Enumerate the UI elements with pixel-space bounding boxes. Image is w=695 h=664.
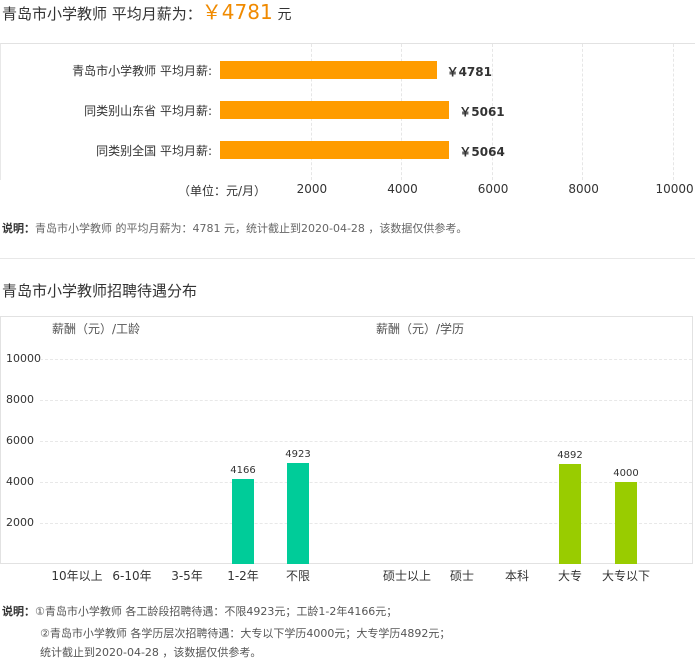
title-prefix: 青岛市小学教师 平均月薪为： (2, 5, 202, 23)
salary-comparison-chart (0, 43, 695, 180)
salary-row-label: 同类别山东省 平均月薪: (84, 104, 212, 118)
y-axis-tick: 6000 (6, 434, 34, 447)
category-label: 硕士以上 (382, 569, 431, 583)
recruitment-bar (559, 463, 581, 564)
currency-unit: 元 (277, 7, 292, 23)
category-label: 不限 (285, 569, 310, 583)
salary-x-tick: 6000 (477, 182, 509, 196)
salary-bar (220, 141, 450, 159)
y-axis-tick: 8000 (6, 393, 34, 406)
salary-x-tick: 2000 (296, 182, 328, 196)
footer-line-1: 说明：①青岛市小学教师 各工龄段招聘待遇：不限4923元；工龄1-2年4166元… (2, 603, 397, 619)
salary-x-tick: 4000 (387, 182, 418, 196)
y-gridline (40, 400, 692, 401)
footer-text-1: ①青岛市小学教师 各工龄段招聘待遇：不限4923元；工龄1-2年4166元； (35, 605, 398, 618)
bar-value-label: 4892 (557, 449, 583, 461)
page-title: 青岛市小学教师 平均月薪为：￥4781 元 (2, 0, 291, 24)
x-gridline (491, 44, 493, 180)
salary-value-label: ￥5064 (459, 145, 505, 159)
y-axis-tick: 10000 (6, 352, 41, 365)
recruitment-chart (0, 316, 693, 564)
salary-x-tick: 8000 (568, 182, 599, 196)
y-gridline (40, 482, 692, 483)
recruitment-bar (232, 478, 254, 564)
recruitment-bar (287, 463, 309, 564)
category-label: 10年以上 (51, 569, 103, 583)
section-title: 青岛市小学教师招聘待遇分布 (2, 282, 198, 300)
section-divider (0, 258, 695, 259)
salary-value-label: ￥4781 (446, 65, 492, 79)
note-1-label: 说明： (2, 222, 35, 235)
category-label: 1-2年 (227, 569, 259, 583)
salary-x-tick: 10000 (655, 182, 694, 196)
recruitment-bar (615, 482, 637, 564)
average-salary-amount: ￥4781 (201, 0, 273, 24)
category-label: 大专 (557, 569, 582, 583)
salary-row-label: 同类别全国 平均月薪: (96, 144, 212, 158)
salary-bar (220, 61, 437, 79)
y-gridline (40, 441, 692, 442)
footer-line-3: 统计截止到2020-04-28 ，该数据仅供参考。 (40, 646, 262, 659)
y-axis-tick: 2000 (6, 516, 34, 529)
salary-row-label: 青岛市小学教师 平均月薪: (72, 64, 212, 78)
category-label: 本科 (504, 569, 529, 583)
salary-value-label: ￥5061 (459, 105, 505, 119)
category-label: 大专以下 (601, 569, 650, 583)
note-1-text: 青岛市小学教师 的平均月薪为：4781 元，统计截止到2020-04-28 ，该… (35, 222, 468, 235)
x-gridline (673, 44, 674, 180)
y-gridline (40, 523, 692, 524)
left-chart-label: 薪酬（元）/工龄 (52, 322, 141, 336)
footer-line-2: ②青岛市小学教师 各学历层次招聘待遇：大专以下学历4000元；大专学历4892元… (40, 627, 451, 640)
x-gridline (582, 44, 584, 180)
bar-value-label: 4000 (613, 468, 639, 479)
bar-value-label: 4166 (230, 464, 256, 476)
salary-bar (220, 101, 450, 119)
category-label: 6-10年 (112, 569, 152, 583)
y-axis-tick: 4000 (6, 475, 34, 488)
category-label: 硕士 (449, 569, 474, 583)
unit-label: （单位：元/月） (178, 184, 267, 198)
right-chart-label: 薪酬（元）/学历 (376, 322, 465, 336)
footer-label: 说明： (2, 605, 35, 618)
bar-value-label: 4923 (285, 449, 311, 461)
category-label: 3-5年 (171, 569, 203, 583)
y-gridline (40, 359, 692, 360)
note-1: 说明：青岛市小学教师 的平均月薪为：4781 元，统计截止到2020-04-28… (2, 220, 467, 236)
